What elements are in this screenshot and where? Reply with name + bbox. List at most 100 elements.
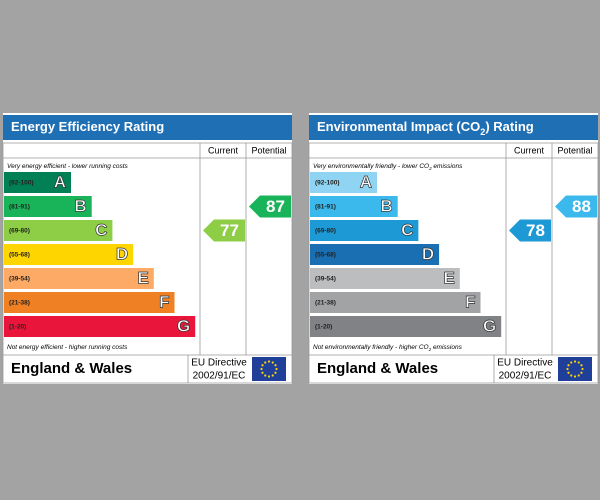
band-range: (92-100)	[9, 180, 34, 187]
band	[310, 172, 377, 193]
band-range: (81-91)	[9, 204, 30, 211]
band	[4, 244, 134, 265]
band-letter: B	[74, 196, 86, 215]
eu-star	[577, 374, 580, 377]
band-letter: D	[422, 244, 434, 263]
band-range: (39-54)	[9, 276, 30, 283]
eu-star	[274, 371, 277, 374]
eu-star	[264, 361, 267, 364]
eu-star	[570, 361, 573, 364]
note-part: Not energy efficient - higher running co…	[7, 344, 128, 351]
header-current: Current	[208, 145, 239, 155]
potential-arrow	[249, 195, 291, 218]
band	[4, 196, 92, 217]
title-part: ) Rating	[485, 119, 533, 134]
note-part: Not environmentally friendly - higher CO	[313, 344, 429, 351]
header-current: Current	[514, 145, 545, 155]
title-part: Environmental Impact (CO	[317, 119, 480, 134]
note-part: emissions	[432, 163, 463, 170]
title-part: 2	[480, 127, 485, 137]
title-part: Energy Efficiency Rating	[11, 119, 164, 134]
bottom-note: Not environmentally friendly - higher CO…	[313, 344, 463, 352]
eu-star	[570, 374, 573, 377]
panel-title: Energy Efficiency Rating	[11, 119, 164, 134]
band-range: (21-38)	[9, 300, 30, 307]
band-letter: D	[116, 244, 128, 263]
band-letter: E	[443, 268, 454, 287]
potential-value: 88	[572, 197, 591, 216]
band	[310, 220, 419, 241]
directive-line: 2002/91/EC	[499, 371, 552, 382]
eu-star	[567, 364, 570, 367]
band	[310, 196, 398, 217]
eu-star	[261, 364, 264, 367]
eu-star	[573, 375, 577, 378]
region: England & Wales	[317, 360, 438, 377]
potential-value: 87	[266, 197, 285, 216]
bottom-note: Not energy efficient - higher running co…	[7, 344, 128, 351]
top-note: Very energy efficient - lower running co…	[7, 163, 129, 170]
band-range: (1-20)	[315, 324, 332, 331]
note-part: 2	[428, 166, 432, 171]
band-range: (55-68)	[315, 252, 336, 259]
band-range: (92-100)	[315, 180, 340, 187]
eu-star	[580, 371, 583, 374]
band	[4, 268, 154, 289]
eu-star	[274, 364, 277, 367]
eu-star	[271, 361, 274, 364]
top-note: Very environmentally friendly - lower CO…	[313, 163, 463, 171]
band	[4, 172, 71, 193]
eu-star	[264, 374, 267, 377]
note-part: 2	[428, 347, 432, 352]
band-range: (39-54)	[315, 276, 336, 283]
eu-star	[267, 360, 271, 363]
band-letter: B	[380, 196, 392, 215]
band-range: (55-68)	[9, 252, 30, 259]
current-value: 78	[526, 221, 545, 240]
eu-star	[566, 367, 569, 371]
band-letter: C	[95, 220, 107, 239]
band	[4, 220, 113, 241]
eu-star	[577, 361, 580, 364]
panel-title: Environmental Impact (CO2) Rating	[317, 119, 534, 137]
current-arrow	[509, 219, 551, 242]
title-bar	[309, 115, 598, 140]
current-arrow	[203, 219, 245, 242]
directive-line: EU Directive	[497, 358, 553, 369]
band-letter: G	[177, 316, 190, 335]
eu-star	[267, 375, 271, 378]
note-part: emissions	[431, 344, 462, 351]
title-bar	[3, 115, 292, 140]
band-letter: A	[54, 172, 66, 191]
eu-star	[275, 367, 278, 371]
band-range: (1-20)	[9, 324, 26, 331]
current-value: 77	[220, 221, 239, 240]
band	[4, 316, 196, 337]
band-letter: F	[159, 292, 169, 311]
band-letter: G	[483, 316, 496, 335]
potential-arrow	[555, 195, 597, 218]
band-letter: F	[465, 292, 475, 311]
band-range: (69-80)	[9, 228, 30, 235]
band-range: (69-80)	[315, 228, 336, 235]
eu-star	[260, 367, 263, 371]
epc-panel: Environmental Impact (CO2) RatingCurrent…	[308, 113, 599, 384]
note-part: Very environmentally friendly - lower CO	[313, 163, 429, 170]
eu-star	[261, 371, 264, 374]
band-range: (21-38)	[315, 300, 336, 307]
eu-star	[271, 374, 274, 377]
header-potential: Potential	[557, 145, 592, 155]
eu-star	[581, 367, 584, 371]
epc-panel: Energy Efficiency Rating Current Potential…	[2, 113, 293, 384]
directive-line: EU Directive	[191, 358, 247, 369]
band-letter: E	[137, 268, 148, 287]
band	[310, 244, 440, 265]
header-potential: Potential	[251, 145, 286, 155]
region: England & Wales	[11, 360, 132, 377]
eu-star	[567, 371, 570, 374]
band-letter: A	[360, 172, 372, 191]
band	[4, 292, 175, 313]
band	[310, 316, 502, 337]
